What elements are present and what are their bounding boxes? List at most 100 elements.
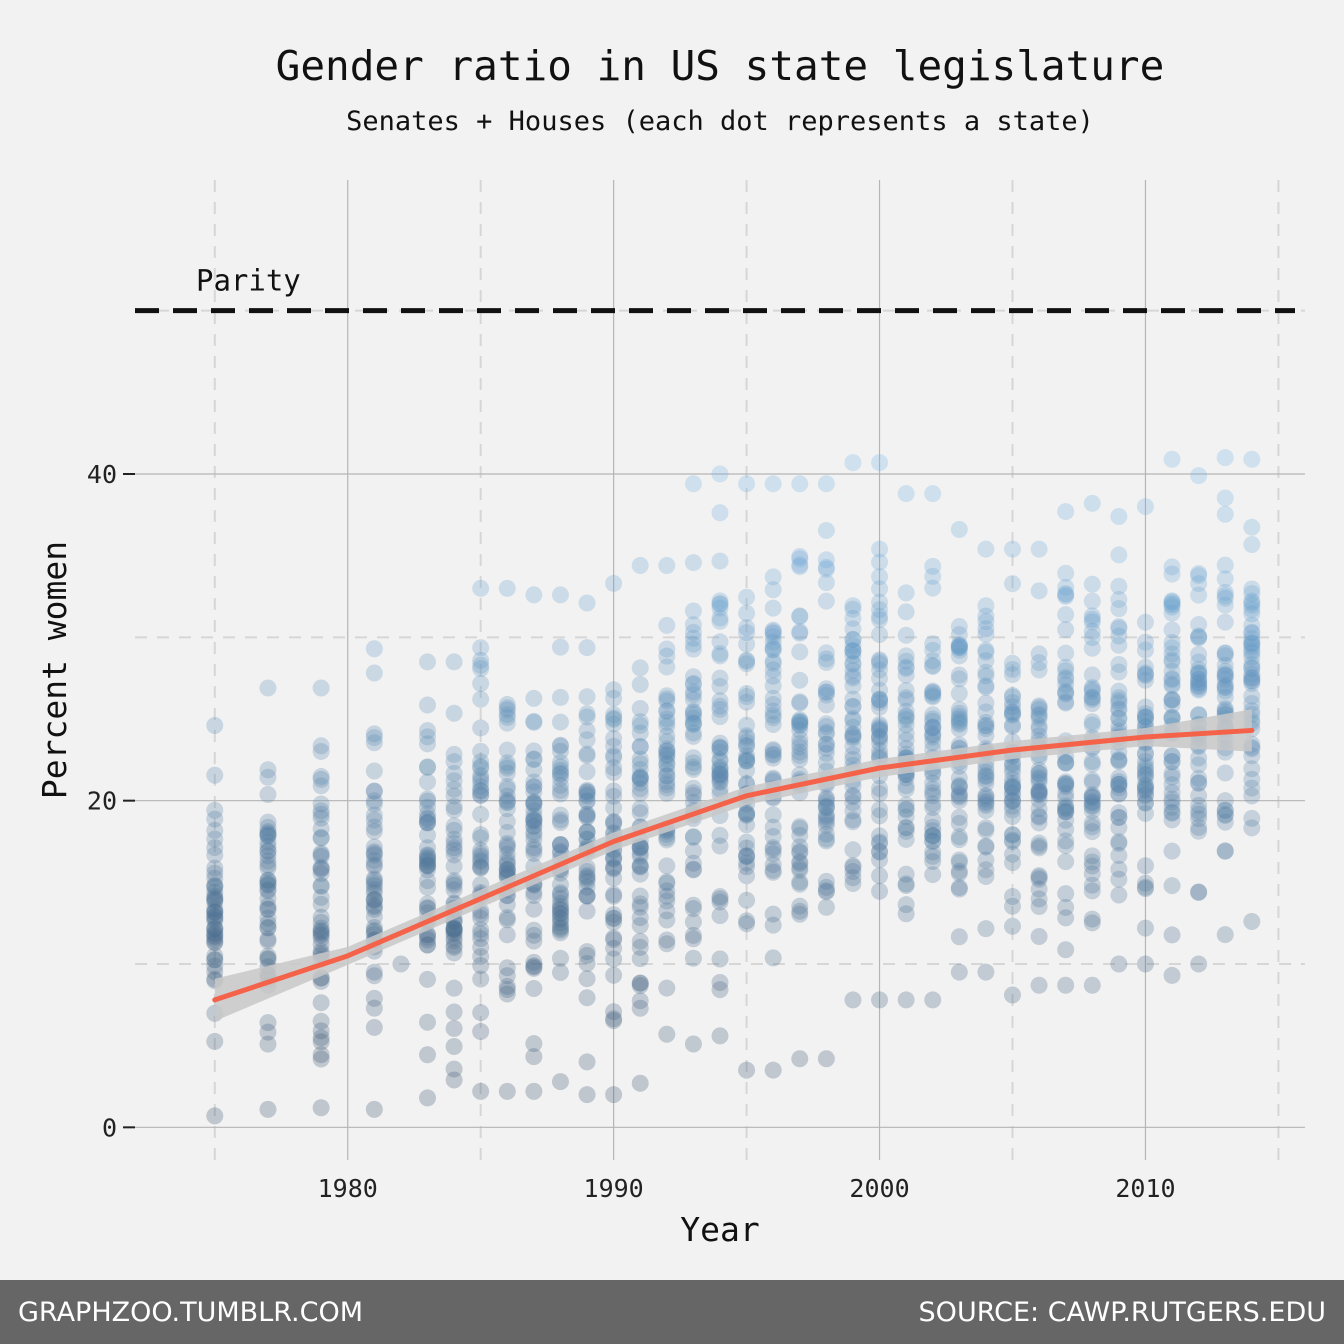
data-point (1083, 857, 1101, 875)
data-point (312, 829, 330, 847)
data-point (844, 600, 862, 618)
data-point (1057, 503, 1075, 521)
data-point (1243, 594, 1261, 612)
data-point (312, 805, 330, 823)
data-point (312, 844, 330, 862)
data-point (1190, 664, 1208, 682)
data-point (605, 813, 623, 831)
data-point (1057, 811, 1075, 829)
x-tick-label: 2000 (849, 1174, 909, 1203)
data-point (259, 919, 277, 937)
x-tick-label: 1990 (584, 1174, 644, 1203)
data-point (1163, 593, 1181, 611)
data-point (525, 839, 543, 857)
data-point (871, 851, 889, 869)
data-point (844, 697, 862, 715)
data-point (658, 658, 676, 676)
data-point (817, 650, 835, 668)
data-point (977, 717, 995, 735)
data-point (445, 839, 463, 857)
data-point (658, 740, 676, 758)
data-point (711, 751, 729, 769)
data-point (259, 881, 277, 899)
data-point (631, 755, 649, 773)
data-point (1030, 839, 1048, 857)
data-point (631, 895, 649, 913)
data-point (924, 827, 942, 845)
data-point (259, 889, 277, 907)
data-point (871, 779, 889, 797)
data-point (791, 844, 809, 862)
data-point (764, 661, 782, 679)
data-point (844, 813, 862, 831)
data-point (498, 780, 516, 798)
data-point (1190, 955, 1208, 973)
data-point (1057, 754, 1075, 772)
data-point (844, 718, 862, 736)
data-point (1163, 662, 1181, 680)
data-point (1163, 634, 1181, 652)
data-point (950, 704, 968, 722)
data-point (711, 599, 729, 617)
footer-source[interactable]: SOURCE: CAWP.RUTGERS.EDU (918, 1296, 1326, 1328)
data-point (924, 725, 942, 743)
data-point (605, 885, 623, 903)
data-point (631, 774, 649, 792)
data-point (844, 631, 862, 649)
data-point (897, 731, 915, 749)
data-point (791, 859, 809, 877)
data-point (1216, 587, 1234, 605)
data-point (924, 652, 942, 670)
data-point (578, 867, 596, 885)
data-point (1190, 467, 1208, 485)
data-point (738, 854, 756, 872)
data-point (1216, 662, 1234, 680)
data-point (1030, 654, 1048, 672)
data-point (1190, 575, 1208, 593)
data-point (764, 905, 782, 923)
data-point (658, 733, 676, 751)
data-point (764, 706, 782, 724)
data-point (419, 810, 436, 828)
data-point (445, 780, 463, 798)
data-point (1057, 578, 1075, 596)
data-point (631, 898, 649, 916)
data-point (525, 794, 543, 812)
data-point (419, 814, 436, 832)
data-point (658, 773, 676, 791)
data-point (312, 1050, 330, 1068)
data-point (738, 804, 756, 822)
data-point (1163, 926, 1181, 944)
data-point (1083, 793, 1101, 811)
data-point (1083, 797, 1101, 815)
data-point (1216, 670, 1234, 688)
data-point (1190, 749, 1208, 767)
data-point (365, 811, 383, 829)
data-point (445, 653, 463, 671)
data-point (365, 908, 383, 926)
data-point (1190, 586, 1208, 604)
data-point (738, 806, 756, 824)
data-point (764, 863, 782, 881)
data-point (871, 728, 889, 746)
data-point (711, 612, 729, 630)
data-point (578, 807, 596, 825)
data-point (578, 823, 596, 841)
data-point (871, 607, 889, 625)
data-point (871, 991, 889, 1009)
data-point (472, 1023, 490, 1041)
data-point (498, 1082, 516, 1100)
data-point (658, 687, 676, 705)
data-point (1136, 766, 1154, 784)
data-point (738, 750, 756, 768)
data-point (738, 729, 756, 747)
data-point (764, 623, 782, 641)
data-point (525, 826, 543, 844)
data-point (551, 814, 569, 832)
footer-credit[interactable]: GRAPHZOO.TUMBLR.COM (18, 1296, 364, 1328)
data-point (365, 846, 383, 864)
data-point (498, 787, 516, 805)
data-point (977, 963, 995, 981)
data-point (578, 887, 596, 905)
data-point (738, 761, 756, 779)
